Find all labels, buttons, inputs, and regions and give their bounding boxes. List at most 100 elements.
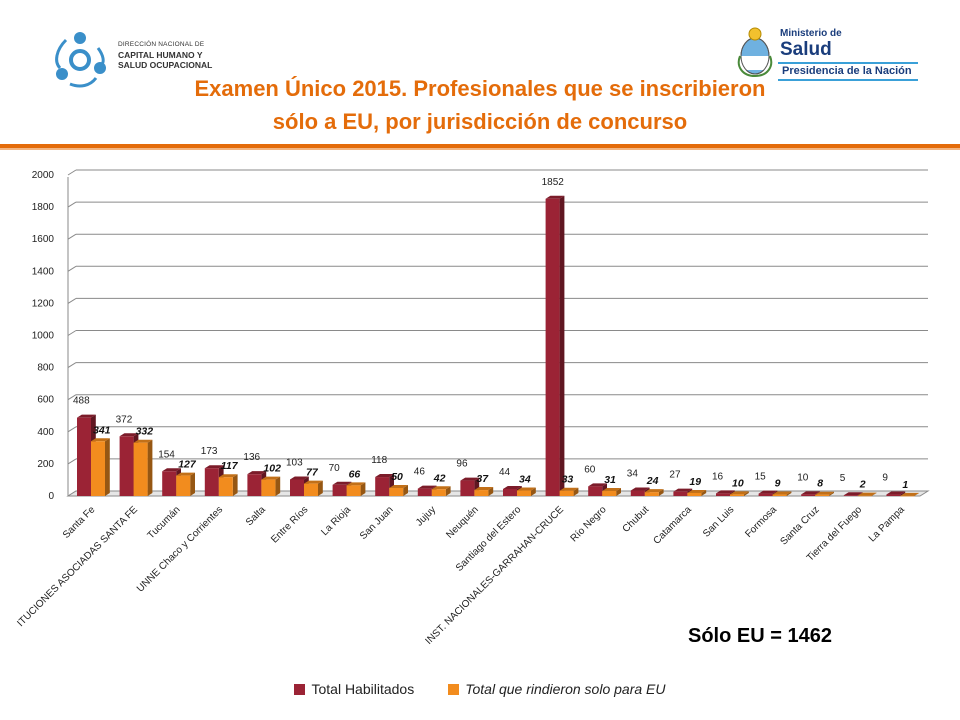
x-tick-label: Formosa (743, 504, 779, 540)
data-label-series2: 33 (562, 474, 574, 486)
data-label-series1: 118 (371, 455, 387, 466)
x-tick-label: San Juan (358, 504, 396, 542)
data-label-series2: 2 (859, 479, 866, 491)
data-label-series1: 44 (499, 467, 511, 478)
bar-top-s2 (517, 487, 536, 491)
bar-series1 (375, 477, 390, 496)
bar-top-s2 (91, 438, 110, 442)
grid-diagonal (67, 394, 77, 401)
data-label-series1: 154 (158, 449, 175, 460)
bar-top-s2 (559, 487, 579, 491)
bar-side-s2 (190, 472, 195, 496)
data-label-series2: 332 (136, 426, 154, 438)
bar-side-s2 (744, 491, 749, 496)
bar-series2 (133, 442, 148, 496)
chart-legend: Total Habilitados Total que rindieron so… (0, 681, 960, 697)
data-label-series2: 66 (349, 468, 361, 480)
bar-top-s1 (886, 491, 906, 495)
data-label-series1: 488 (73, 396, 90, 407)
bar-top-s2 (261, 476, 281, 480)
bar-side-s2 (488, 487, 494, 496)
bar-series1 (460, 480, 475, 496)
data-label-series2: 50 (391, 471, 403, 483)
y-tick-label: 1600 (32, 234, 55, 245)
bar-series2 (857, 495, 872, 497)
bar-side-s1 (900, 491, 906, 496)
data-label-series2: 1 (902, 479, 908, 491)
grid-diagonal (67, 201, 77, 208)
org-name-line1: DIRECCIÓN NACIONAL DE (118, 41, 205, 48)
grid-diagonal (67, 458, 77, 465)
org-name-line2: CAPITAL HUMANO Y (118, 50, 203, 60)
bar-top-s2 (176, 472, 195, 476)
data-label-series2: 42 (433, 472, 446, 484)
data-label-series2: 117 (221, 460, 239, 472)
bar-series2 (176, 475, 191, 496)
bar-side-s2 (360, 482, 366, 496)
bar-series1 (886, 494, 901, 496)
title-line-2: sólo a EU, por jurisdicción de concurso (272, 109, 688, 134)
bar-top-s2 (389, 484, 408, 488)
ministry-logo: Ministerio de Salud Presidencia de la Na… (734, 22, 924, 84)
data-label-series1: 136 (243, 452, 260, 463)
legend-item-series2: Total que rindieron solo para EU (448, 681, 666, 697)
data-label-series1: 1852 (542, 177, 565, 188)
data-label-series2: 102 (263, 463, 281, 475)
argentina-coat-of-arms-icon (737, 27, 773, 78)
data-label-series2: 8 (817, 478, 823, 490)
data-label-series2: 34 (519, 474, 531, 486)
ministry-label-2: Salud (780, 39, 832, 60)
bar-series2 (559, 490, 574, 496)
bar-top-s1 (290, 476, 309, 480)
data-label-series1: 27 (669, 470, 681, 481)
bar-top-s1 (77, 414, 96, 418)
bar-top-s1 (417, 485, 437, 489)
bar-side-s2 (445, 486, 451, 496)
x-tick-label: Neuquén (444, 504, 480, 540)
y-tick-label: 800 (37, 363, 54, 374)
bar-series1 (417, 488, 432, 496)
bar-series2 (687, 492, 702, 496)
data-label-series2: 10 (732, 477, 744, 489)
bar-series2 (304, 483, 318, 496)
bar-top-s2 (772, 491, 792, 495)
bar-series1 (630, 490, 645, 496)
bar-top-s2 (304, 480, 323, 484)
slide-title: Examen Único 2015. Profesionales que se … (60, 72, 900, 138)
bar-series2 (900, 495, 915, 497)
bar-side-s2 (701, 489, 707, 496)
data-label-series1: 173 (201, 446, 218, 457)
y-tick-label: 1000 (32, 331, 55, 342)
bar-top-s2 (900, 492, 920, 496)
data-label-series1: 5 (840, 473, 846, 484)
bar-series2 (261, 479, 276, 496)
bar-series2 (346, 485, 361, 496)
x-tick-label: San Luis (701, 504, 736, 539)
bar-series2 (431, 489, 446, 496)
bar-top-s1 (247, 471, 267, 475)
data-label-series2: 341 (93, 424, 111, 436)
bar-series2 (218, 477, 233, 496)
legend-item-series1: Total Habilitados (294, 681, 414, 697)
bar-top-s2 (644, 489, 664, 493)
bar-series1 (119, 436, 134, 496)
bar-series1 (588, 486, 603, 496)
title-line-1: Examen Único 2015. Profesionales que se … (194, 76, 766, 101)
bar-top-s1 (673, 488, 693, 492)
bar-side-s2 (275, 476, 281, 496)
x-tick-label: Salta (244, 504, 268, 528)
data-label-series1: 60 (584, 464, 596, 475)
bar-top-s2 (474, 487, 494, 491)
bar-series2 (730, 494, 744, 496)
bar-top-s1 (801, 491, 820, 495)
grid-diagonal (67, 265, 77, 272)
bar-top-s2 (218, 474, 238, 478)
bar-side-s2 (105, 438, 110, 496)
bar-side-s2 (573, 487, 579, 496)
legend-swatch-series2 (448, 683, 460, 695)
bar-top-s2 (730, 491, 749, 495)
bar-series1 (247, 474, 262, 496)
grid-diagonal (67, 426, 77, 433)
bar-series1 (290, 479, 304, 496)
data-label-series1: 16 (712, 471, 724, 482)
